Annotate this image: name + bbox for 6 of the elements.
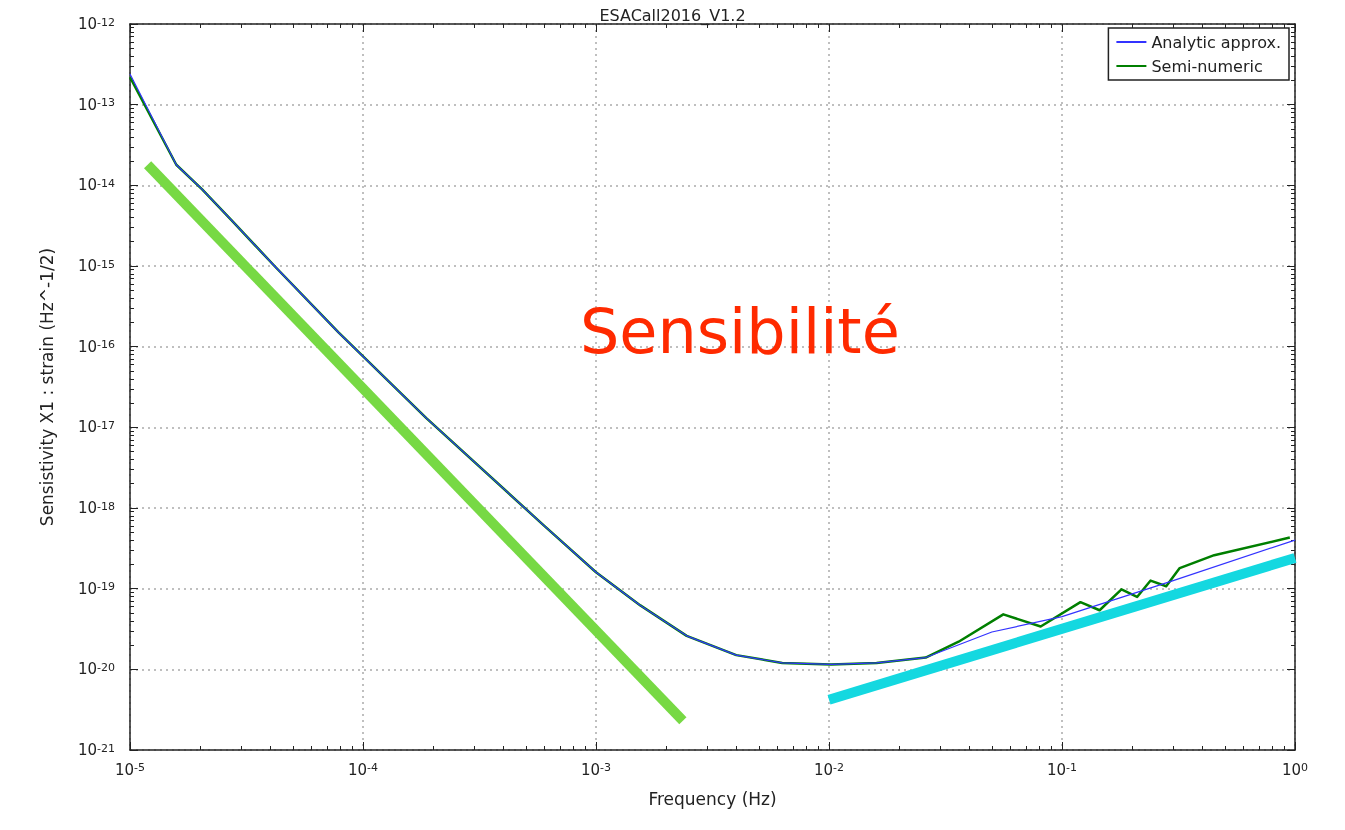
y-axis-title: Sensistivity X1 : strain (Hz^-1/2) — [36, 247, 57, 527]
legend-label: Semi-numeric — [1151, 56, 1263, 76]
x-axis-title: Frequency (Hz) — [648, 788, 777, 809]
chart-title: ESACall2016_V1.2 — [599, 5, 746, 26]
annotation: Sensibilité — [580, 294, 900, 368]
legend-label: Analytic approx. — [1151, 32, 1282, 52]
